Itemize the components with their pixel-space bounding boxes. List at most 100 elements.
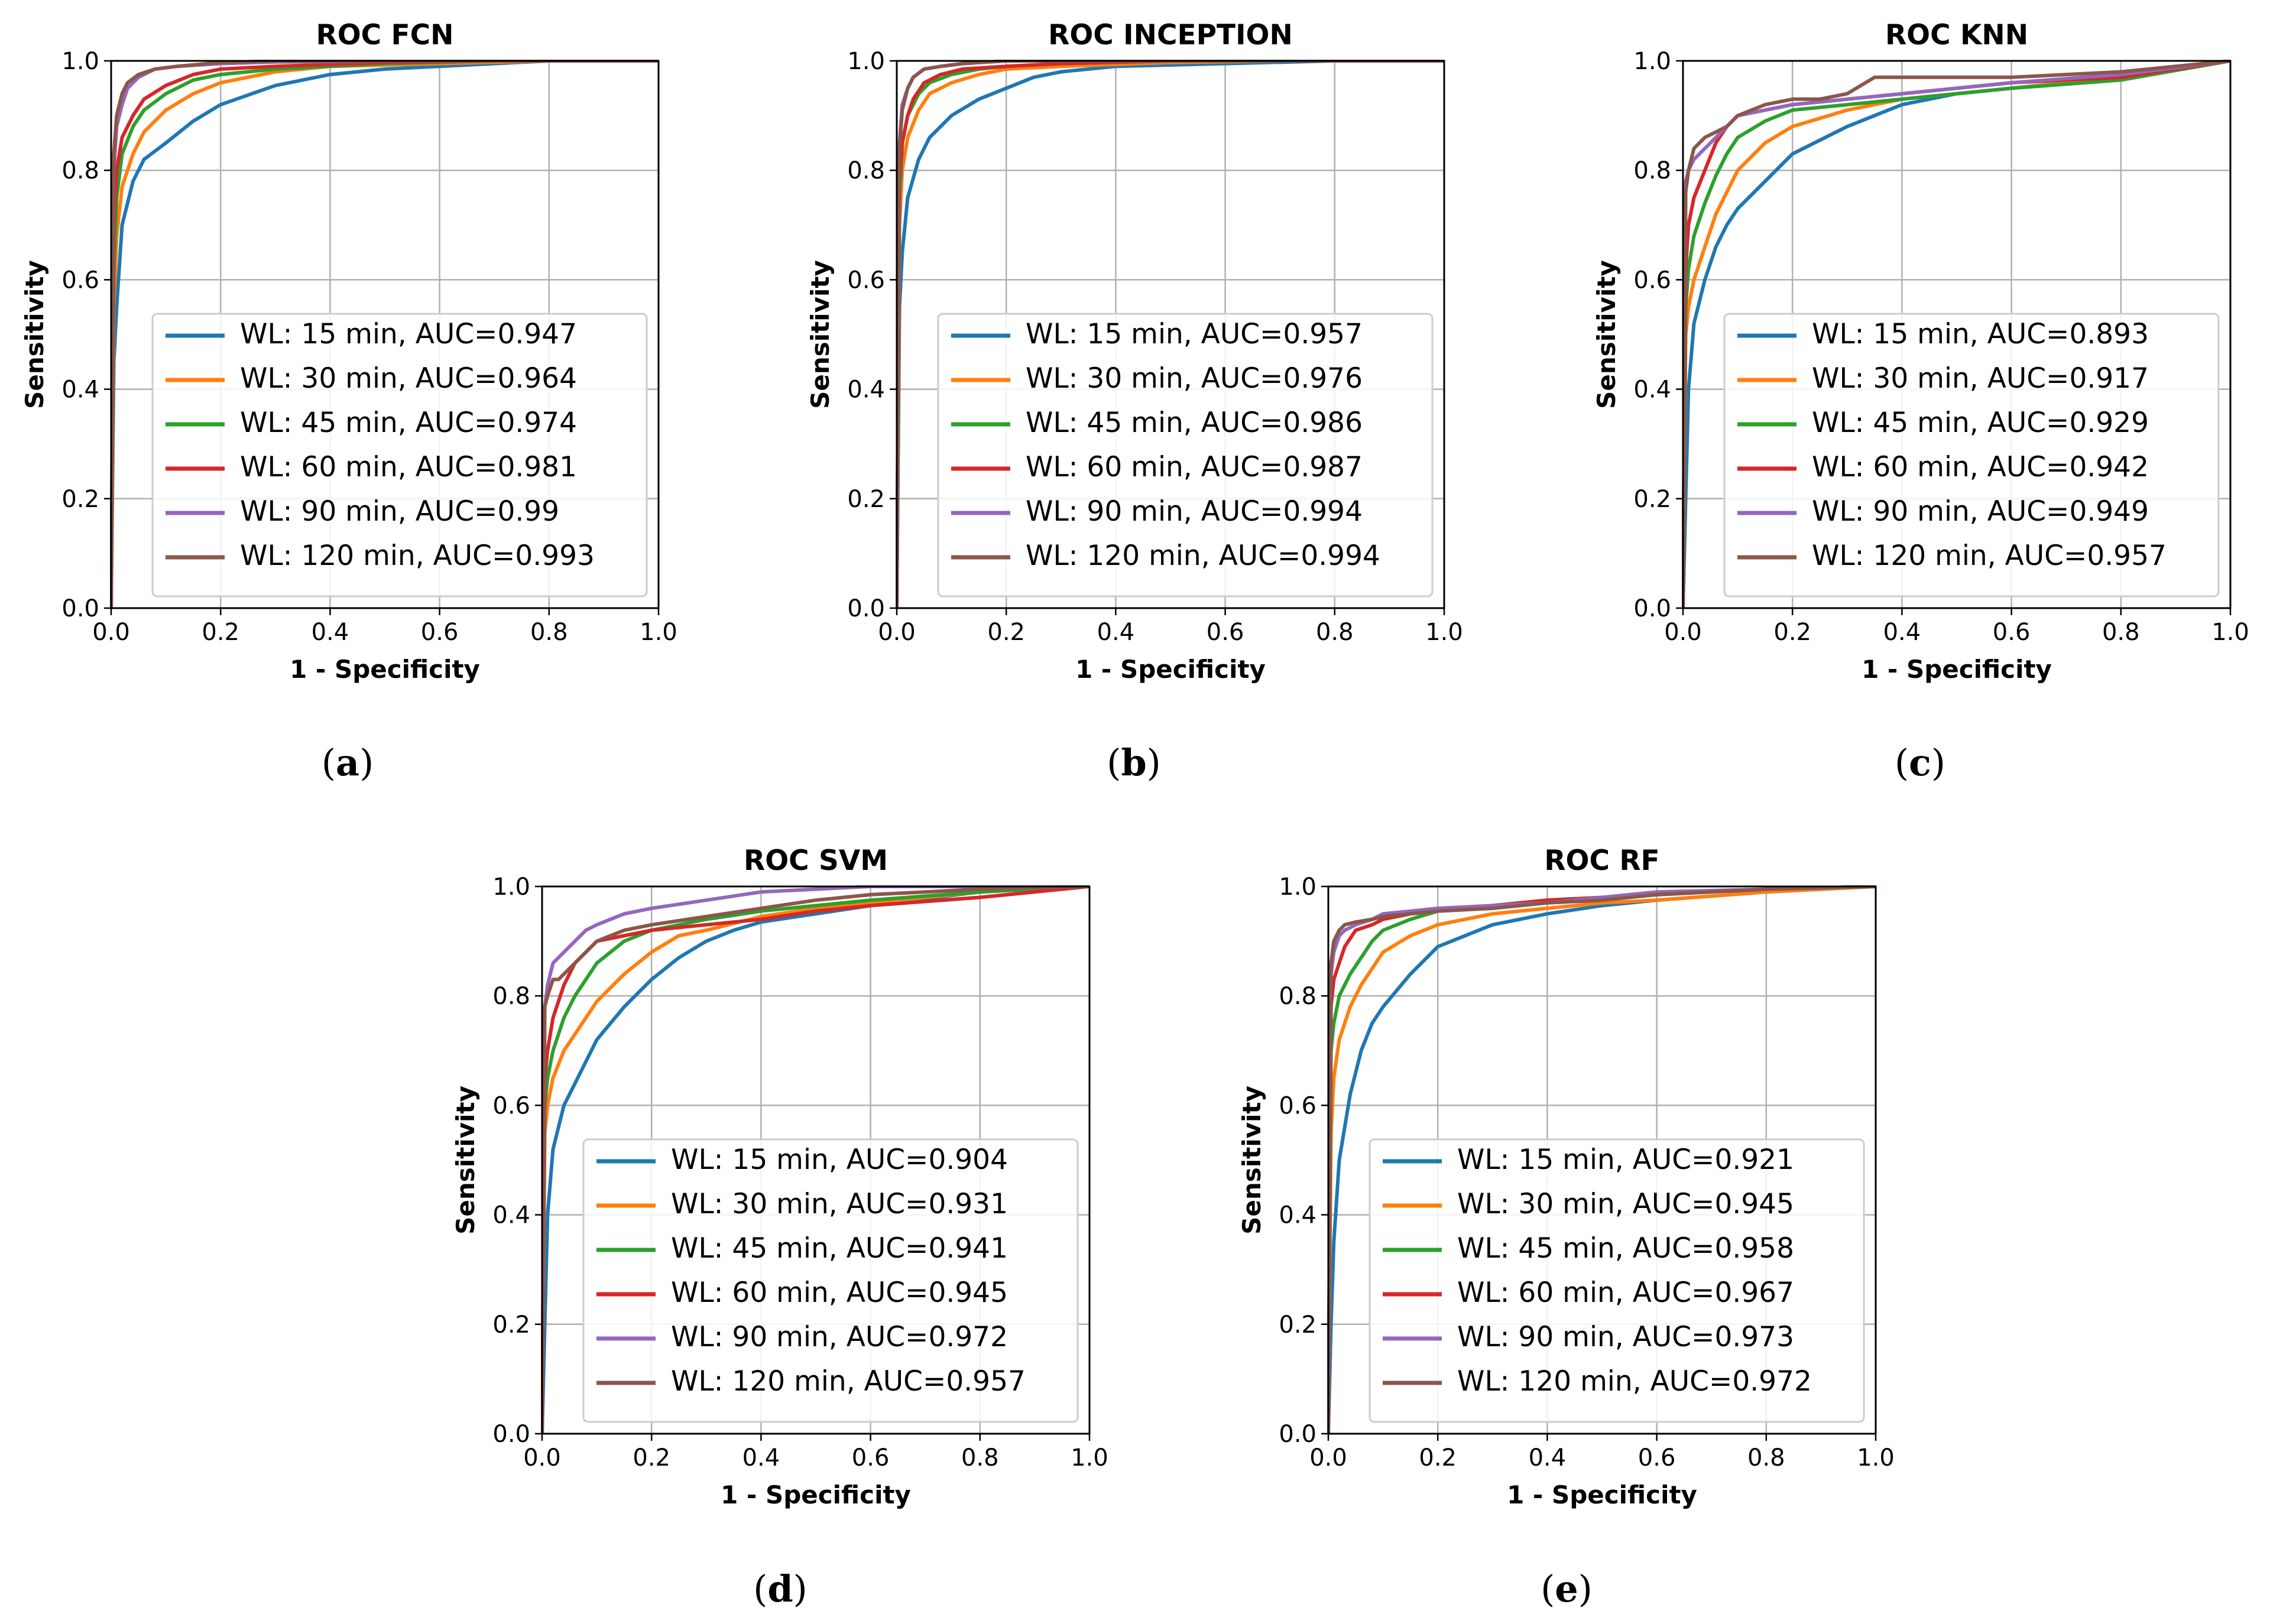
legend-label-4: WL: 60 min, AUC=0.987 bbox=[1026, 451, 1363, 483]
y-tick-label: 0.0 bbox=[1279, 1421, 1316, 1448]
plot-frame bbox=[896, 60, 1445, 609]
panel-caption-paren: ) bbox=[1147, 741, 1161, 784]
panel-caption-paren: ) bbox=[1931, 741, 1945, 784]
x-tick-label: 0.6 bbox=[1993, 619, 2031, 646]
panel-caption-paren: ( bbox=[322, 741, 336, 784]
y-tick-label: 0.4 bbox=[1279, 1202, 1316, 1229]
legend-label-5: WL: 90 min, AUC=0.99 bbox=[240, 495, 559, 528]
legend-label-1: WL: 15 min, AUC=0.957 bbox=[1026, 318, 1363, 350]
chart-title: ROC RF bbox=[1544, 845, 1659, 877]
y-tick-label: 0.2 bbox=[492, 1311, 530, 1339]
x-tick-label: 0.4 bbox=[1097, 619, 1135, 646]
series-line-4 bbox=[541, 885, 1090, 1434]
panel-caption-paren: ( bbox=[753, 1567, 767, 1610]
x-tick-label: 0.4 bbox=[1529, 1444, 1567, 1472]
plot-frame bbox=[541, 885, 1091, 1435]
panel-caption-letter: a bbox=[336, 741, 359, 784]
x-tick-label: 0.8 bbox=[2102, 619, 2140, 646]
y-tick-label: 1.0 bbox=[61, 48, 99, 75]
legend: WL: 15 min, AUC=0.957 WL: 30 min, AUC=0.9… bbox=[937, 313, 1434, 597]
y-tick-label: 0.6 bbox=[61, 267, 99, 294]
plot-frame bbox=[1682, 60, 2232, 609]
panel-caption: (d) bbox=[753, 1567, 808, 1610]
panel-caption-paren: ( bbox=[1895, 741, 1909, 784]
panel-caption-paren: ( bbox=[1107, 741, 1121, 784]
y-tick-label: 0.8 bbox=[61, 157, 99, 184]
x-tick-label: 0.6 bbox=[1207, 619, 1244, 646]
x-tick-label: 0.4 bbox=[742, 1444, 780, 1472]
chart-title: ROC FCN bbox=[316, 19, 454, 51]
y-tick-label: 0.6 bbox=[1633, 267, 1671, 294]
plot-frame bbox=[110, 60, 660, 609]
legend-box bbox=[1723, 313, 2220, 597]
x-axis-label: 1 - Specificity bbox=[1075, 655, 1266, 684]
panel-caption: (a) bbox=[322, 741, 374, 784]
x-tick-label: 0.8 bbox=[1316, 619, 1354, 646]
legend-label-4: WL: 60 min, AUC=0.967 bbox=[1457, 1277, 1794, 1309]
y-tick-label: 0.4 bbox=[492, 1202, 530, 1229]
legend-label-6: WL: 120 min, AUC=0.957 bbox=[671, 1365, 1026, 1398]
legend-label-3: WL: 45 min, AUC=0.986 bbox=[1026, 407, 1363, 439]
y-tick-label: 0.6 bbox=[847, 267, 885, 294]
y-axis-label: Sensitivity bbox=[451, 1086, 480, 1235]
y-tick-label: 0.6 bbox=[492, 1092, 530, 1119]
roc-panel-3: ROC KNN 0.0 0.2 0.4 0.6 0.8 1.0 0.0 0.2 0.4 0.6 0.8… bbox=[1592, 19, 2249, 784]
y-tick-label: 0.8 bbox=[847, 157, 885, 184]
legend-label-1: WL: 15 min, AUC=0.921 bbox=[1457, 1144, 1794, 1176]
y-tick-label: 0.2 bbox=[847, 486, 885, 513]
legend-label-3: WL: 45 min, AUC=0.958 bbox=[1457, 1232, 1794, 1265]
series-line-5 bbox=[541, 885, 1089, 1434]
series-line-3 bbox=[1682, 60, 2231, 609]
y-tick-label: 0.2 bbox=[61, 486, 99, 513]
legend-label-4: WL: 60 min, AUC=0.981 bbox=[240, 451, 577, 483]
y-tick-label: 0.0 bbox=[492, 1421, 530, 1448]
chart-title: ROC KNN bbox=[1885, 19, 2028, 51]
y-tick-label: 0.0 bbox=[61, 595, 99, 622]
legend-label-4: WL: 60 min, AUC=0.945 bbox=[671, 1277, 1008, 1309]
y-axis-label: Sensitivity bbox=[20, 260, 49, 409]
x-tick-label: 0.8 bbox=[530, 619, 568, 646]
legend-label-3: WL: 45 min, AUC=0.929 bbox=[1812, 407, 2149, 439]
x-tick-label: 0.2 bbox=[202, 619, 239, 646]
panel-caption-letter: c bbox=[1909, 741, 1931, 784]
y-axis-label: Sensitivity bbox=[806, 260, 835, 409]
legend: WL: 15 min, AUC=0.893 WL: 30 min, AUC=0.9… bbox=[1723, 313, 2220, 597]
x-tick-label: 0.2 bbox=[1419, 1444, 1457, 1472]
panel-caption-letter: d bbox=[767, 1567, 793, 1610]
y-tick-label: 0.0 bbox=[847, 595, 885, 622]
y-tick-label: 1.0 bbox=[1279, 873, 1316, 901]
legend-label-1: WL: 15 min, AUC=0.947 bbox=[240, 318, 577, 350]
roc-panel-4: ROC SVM 0.0 0.2 0.4 0.6 0.8 1.0 0.0 0.2 0.4 0.6 0.8… bbox=[451, 845, 1108, 1610]
y-tick-label: 0.2 bbox=[1279, 1311, 1316, 1339]
panel-caption: (e) bbox=[1541, 1567, 1593, 1610]
panel-caption-paren: ) bbox=[793, 1567, 808, 1610]
legend-label-2: WL: 30 min, AUC=0.976 bbox=[1026, 362, 1363, 395]
legend-label-2: WL: 30 min, AUC=0.964 bbox=[240, 362, 577, 395]
legend-label-3: WL: 45 min, AUC=0.974 bbox=[240, 407, 577, 439]
panel-caption: (b) bbox=[1107, 741, 1161, 784]
y-tick-label: 0.6 bbox=[1279, 1092, 1316, 1119]
x-axis-label: 1 - Specificity bbox=[290, 655, 480, 684]
roc-panel-1: ROC FCN 0.0 0.2 0.4 0.6 0.8 1.0 0.0 0.2 0.4 0.6 0.8… bbox=[20, 19, 677, 784]
x-tick-label: 1.0 bbox=[2211, 619, 2249, 646]
y-tick-label: 0.0 bbox=[1633, 595, 1671, 622]
x-tick-label: 1.0 bbox=[1857, 1444, 1895, 1472]
panel-caption-paren: ) bbox=[359, 741, 374, 784]
series-line-6 bbox=[1327, 885, 1876, 1434]
y-tick-label: 0.4 bbox=[1633, 376, 1671, 404]
y-tick-label: 0.4 bbox=[61, 376, 99, 404]
x-axis-label: 1 - Specificity bbox=[1862, 655, 2052, 684]
legend-box bbox=[1369, 1138, 1865, 1423]
y-axis-label: Sensitivity bbox=[1237, 1086, 1266, 1235]
y-axis-label: Sensitivity bbox=[1592, 260, 1621, 409]
series-line-1 bbox=[110, 60, 659, 609]
series-line-2 bbox=[1327, 885, 1876, 1434]
series-line-1 bbox=[1327, 885, 1876, 1434]
y-tick-label: 0.8 bbox=[1279, 983, 1316, 1010]
x-tick-label: 0.8 bbox=[961, 1444, 999, 1472]
legend-box bbox=[937, 313, 1434, 597]
x-tick-label: 0.0 bbox=[523, 1444, 561, 1472]
roc-panel-5: ROC RF 0.0 0.2 0.4 0.6 0.8 1.0 0.0 0.2 0.4 0.6 0.8 1… bbox=[1237, 845, 1895, 1610]
panel-caption-letter: e bbox=[1555, 1567, 1578, 1610]
